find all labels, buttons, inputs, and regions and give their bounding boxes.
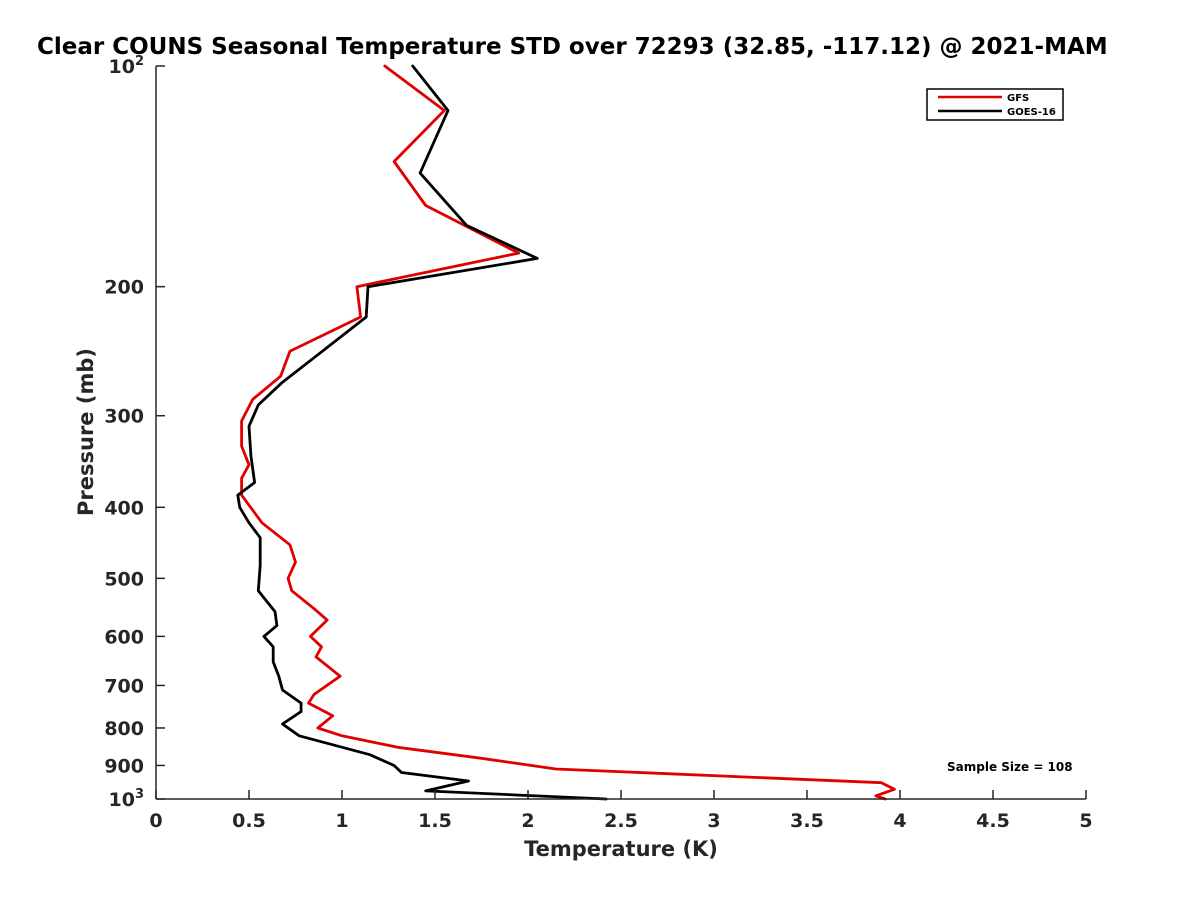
x-tick-label: 3.5: [790, 810, 824, 832]
y-tick-label: 400: [104, 497, 144, 519]
x-tick-label: 3: [707, 810, 720, 832]
y-tick-label: 800: [104, 718, 144, 740]
y-tick-label: 102: [109, 54, 145, 78]
x-tick-label: 4: [893, 810, 906, 832]
series-layer: [236, 64, 896, 801]
y-tick-label: 103: [109, 787, 145, 811]
x-tick-label: 2: [521, 810, 534, 832]
legend-label-gfs: GFS: [1007, 93, 1029, 104]
y-tick-label: 500: [104, 568, 144, 590]
legend: GFS GOES-16: [926, 88, 1064, 121]
x-axis-label: Temperature (K): [524, 837, 718, 861]
x-tick-label: 1: [335, 810, 348, 832]
x-tick-label: 5: [1079, 810, 1092, 832]
plot-area: 0 0.5 1 1.5 2 2.5 3 3.5 4 4.5 5 102 200 300 400 500 600…: [104, 54, 1092, 832]
legend-label-goes16: GOES-16: [1007, 107, 1056, 118]
legend-box: [926, 88, 1064, 121]
x-axis-ticks: 0 0.5 1 1.5 2 2.5 3 3.5 4 4.5 5: [149, 790, 1093, 832]
chart-title: Clear COUNS Seasonal Temperature STD ove…: [37, 34, 1108, 60]
y-tick-label: 200: [104, 277, 144, 299]
y-tick-label: 300: [104, 406, 144, 428]
series-line-gfs: [240, 64, 896, 801]
x-tick-label: 1.5: [418, 810, 452, 832]
x-tick-label: 4.5: [976, 810, 1010, 832]
x-tick-label: 0: [149, 810, 162, 832]
y-tick-label: 700: [104, 675, 144, 697]
series-line-goes16: [236, 64, 608, 801]
x-tick-label: 0.5: [232, 810, 266, 832]
sample-size-annotation: Sample Size = 108: [947, 760, 1073, 774]
y-tick-label: 600: [104, 626, 144, 648]
y-axis-label: Pressure (mb): [74, 348, 98, 516]
y-tick-label: 900: [104, 755, 144, 777]
x-tick-label: 2.5: [604, 810, 638, 832]
y-axis-ticks: 102 200 300 400 500 600 700 800 900 103: [104, 54, 165, 811]
